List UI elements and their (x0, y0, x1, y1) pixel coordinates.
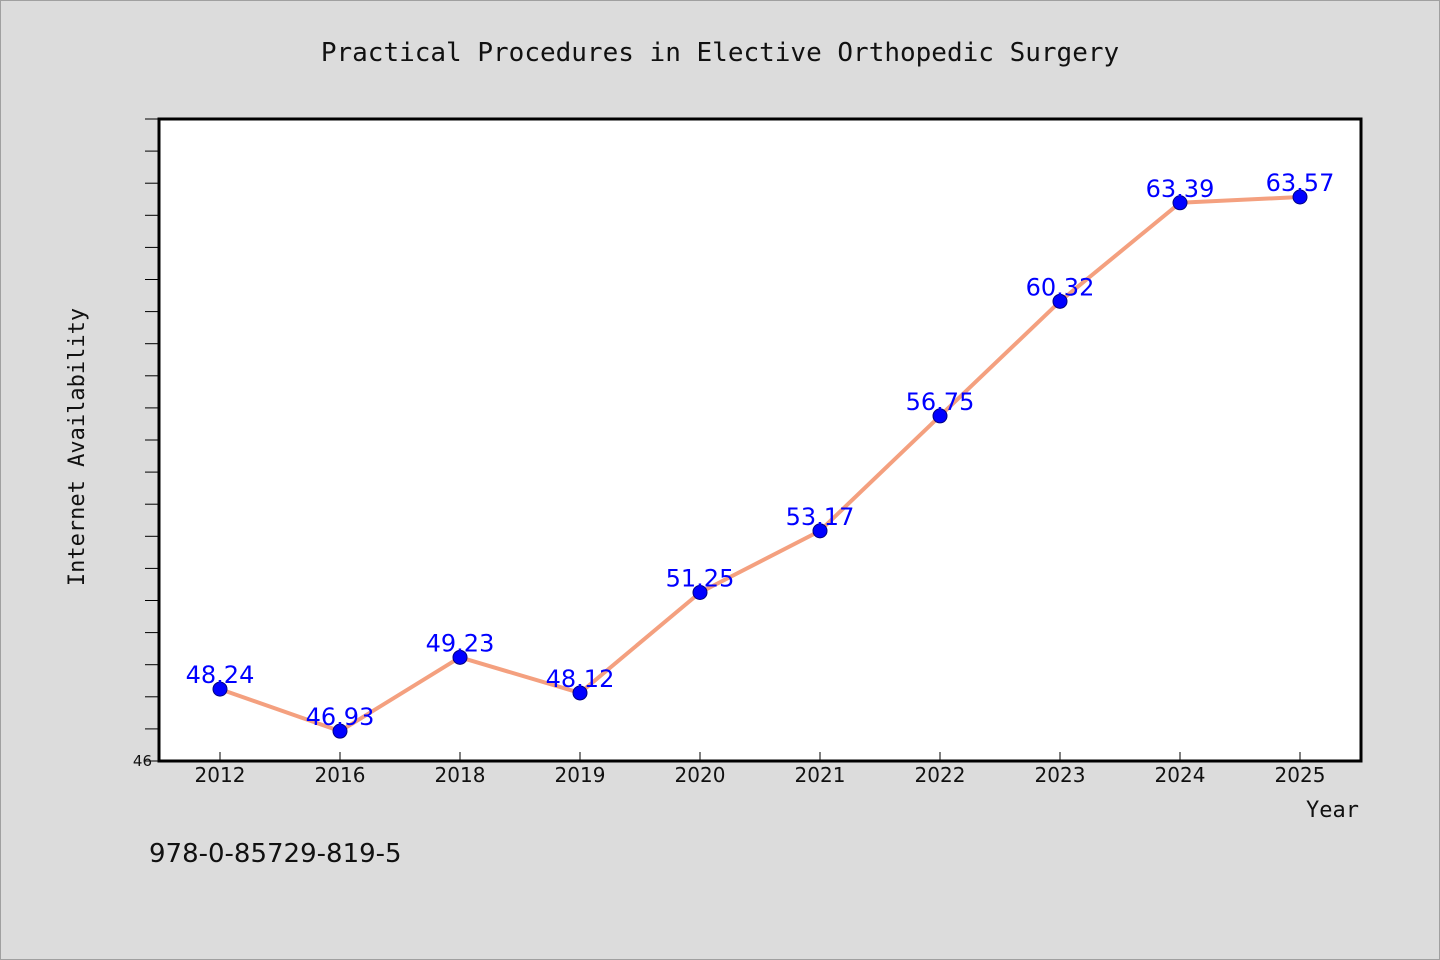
x-tick-label: 2020 (675, 763, 726, 787)
data-point (332, 723, 348, 739)
data-label: 49.23 (426, 629, 495, 657)
chart-title: Practical Procedures in Elective Orthope… (321, 38, 1119, 68)
data-point (1292, 189, 1308, 205)
x-axis-label: Year (1306, 798, 1359, 823)
data-label: 48.24 (186, 661, 255, 689)
x-tick-label: 2021 (795, 763, 846, 787)
data-label: 63.57 (1266, 169, 1335, 197)
data-point (452, 649, 468, 665)
data-label: 53.17 (786, 503, 855, 531)
x-tick-label: 2016 (315, 763, 366, 787)
x-tick-label: 2024 (1155, 763, 1206, 787)
x-tick-label: 2023 (1035, 763, 1086, 787)
data-label: 51.25 (666, 564, 735, 592)
x-tick-label: 2012 (195, 763, 246, 787)
y-axis-label: Internet Availability (65, 308, 90, 586)
y-axis-ticks (145, 118, 159, 762)
x-tick-label: 2025 (1275, 763, 1326, 787)
data-point (212, 681, 228, 697)
data-label: 56.75 (906, 388, 975, 416)
x-tick-label: 2019 (555, 763, 606, 787)
x-axis-ticks (219, 752, 1301, 761)
data-label: 63.39 (1146, 175, 1215, 203)
data-label: 46.93 (306, 703, 375, 731)
y-tick-label: 46 (133, 752, 152, 770)
x-tick-label: 2018 (435, 763, 486, 787)
y-axis-tick-labels: 46 (133, 752, 152, 770)
isbn-footnote: 978-0-85729-819-5 (149, 839, 402, 869)
data-point (1172, 195, 1188, 211)
data-label: 60.32 (1026, 273, 1095, 301)
plot-area (157, 117, 1363, 763)
data-point (1052, 293, 1068, 309)
x-axis-tick-labels: 2012 2016 2018 2019 2020 2021 2022 2023 2024 2025 (195, 763, 1326, 787)
data-point (572, 685, 588, 701)
data-series: 48.24 46.93 49.23 48.12 51.25 53.17 56.75 60.32… (186, 169, 1335, 739)
x-tick-label: 2022 (915, 763, 966, 787)
series-line (218, 195, 1302, 734)
data-point (932, 408, 948, 424)
data-point (692, 584, 708, 600)
data-point (812, 523, 828, 539)
data-label: 48.12 (546, 665, 615, 693)
